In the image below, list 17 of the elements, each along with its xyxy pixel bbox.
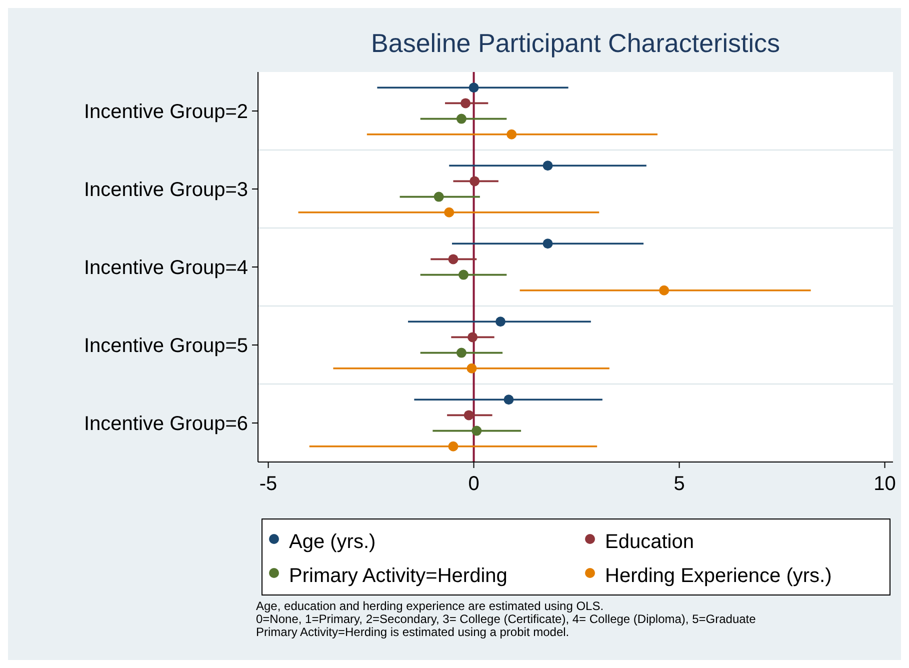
legend-label: Primary Activity=Herding xyxy=(289,565,508,587)
legend-label: Herding Experience (yrs.) xyxy=(605,565,832,587)
text: Age, education and herding experience are estimated using OLS. xyxy=(256,599,604,613)
text: Primary Activity=Herding is estimated using a probit model. xyxy=(256,625,570,639)
x-tick-label: 0 xyxy=(468,473,480,495)
x-tick-label: -5 xyxy=(259,473,278,495)
legend-label: Age (yrs.) xyxy=(289,531,376,553)
x-tick-label: 10 xyxy=(874,473,896,495)
text: 0=None, 1=Primary, 2=Secondary, 3= College (Certificate), 4= College (Diploma), 5=Graduate xyxy=(256,612,756,626)
y-tick-label: Incentive Group=2 xyxy=(84,101,248,123)
y-tick-label: Incentive Group=6 xyxy=(84,413,248,435)
y-tick-label: Incentive Group=3 xyxy=(84,179,248,201)
chart-title: Baseline Participant Characteristics xyxy=(371,28,780,58)
y-tick-label: Incentive Group=4 xyxy=(84,257,248,279)
x-tick-label: 5 xyxy=(674,473,685,495)
legend-label: Education xyxy=(605,531,694,553)
y-tick-label: Incentive Group=5 xyxy=(84,335,248,357)
